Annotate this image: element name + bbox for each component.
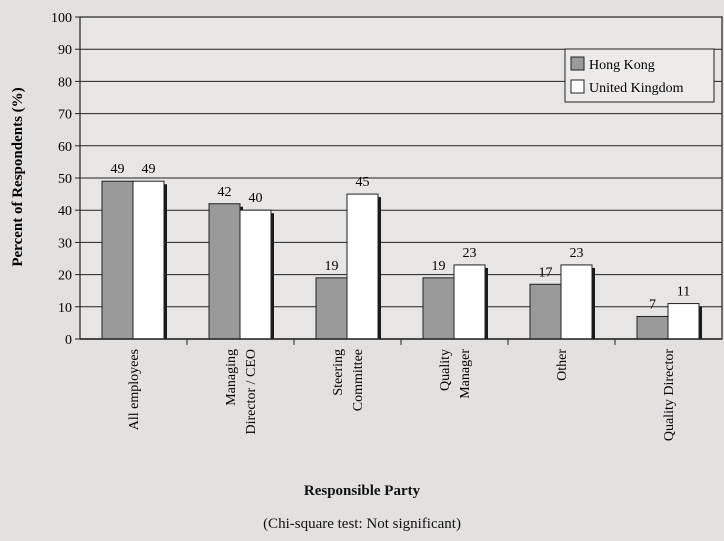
- legend: Hong Kong United Kingdom: [564, 48, 715, 103]
- y-tick-label: 60: [58, 140, 72, 155]
- bar: [667, 303, 700, 340]
- bar: [560, 264, 593, 340]
- x-tick-label: Manager: [458, 349, 473, 399]
- x-tick-labels: All employees Managing Director / CEO Steer…: [127, 349, 677, 441]
- bar: [315, 277, 348, 340]
- data-label: 17: [539, 265, 553, 280]
- data-label: 19: [432, 259, 446, 274]
- y-tick-label: 0: [65, 333, 72, 348]
- data-label: 49: [111, 162, 125, 177]
- x-tick-label: Other: [555, 349, 570, 381]
- x-axis-label: Responsible Party: [303, 483, 421, 499]
- y-tick-label: 10: [58, 301, 72, 316]
- y-tick-label: 40: [58, 204, 72, 219]
- y-tick-label: 80: [58, 75, 72, 90]
- x-tick-label: Director / CEO: [244, 349, 259, 435]
- data-label: 19: [325, 259, 339, 274]
- legend-label: Hong Kong: [589, 58, 655, 73]
- data-label: 7: [649, 297, 656, 312]
- bar: [101, 180, 134, 340]
- x-tick-label: All employees: [127, 349, 142, 430]
- x-tick-label: Managing: [224, 349, 239, 406]
- bar: [636, 315, 669, 340]
- data-label: 23: [570, 246, 584, 261]
- bar: [208, 203, 241, 340]
- bar: [529, 283, 562, 340]
- y-tick-label: 90: [58, 43, 72, 58]
- axes: [75, 16, 722, 345]
- data-label: 11: [677, 285, 690, 300]
- y-tick-label: 70: [58, 108, 72, 123]
- x-tick-label: Quality Director: [662, 349, 677, 441]
- y-tick-label: 20: [58, 269, 72, 284]
- bar: [422, 277, 455, 340]
- data-label: 45: [356, 175, 370, 190]
- legend-label: United Kingdom: [589, 81, 684, 96]
- bar: [239, 209, 272, 340]
- data-labels: 49 49 42 40 19 45 19 23 17 23 7 11: [111, 162, 691, 312]
- x-tick-label: Quality: [438, 349, 453, 391]
- y-tick-label: 50: [58, 172, 72, 187]
- chart-note: (Chi-square test: Not significant): [263, 516, 461, 532]
- legend-box: [564, 48, 715, 103]
- y-tick-labels: 0 10 20 30 40 50 60 70 80 90 100: [51, 11, 72, 348]
- bar: [453, 264, 486, 340]
- data-label: 23: [463, 246, 477, 261]
- data-label: 49: [142, 162, 156, 177]
- bar: [132, 180, 165, 340]
- bar: [346, 193, 379, 340]
- y-axis-label: Percent of Respondents (%): [10, 87, 26, 266]
- y-tick-label: 100: [51, 11, 72, 26]
- data-label: 40: [249, 191, 263, 206]
- data-label: 42: [218, 185, 232, 200]
- bars: [101, 180, 702, 340]
- y-tick-label: 30: [58, 236, 72, 251]
- legend-swatch: [570, 79, 585, 94]
- legend-swatch: [570, 56, 585, 71]
- x-tick-label: Committee: [351, 349, 366, 411]
- x-tick-label: Steering: [331, 349, 346, 396]
